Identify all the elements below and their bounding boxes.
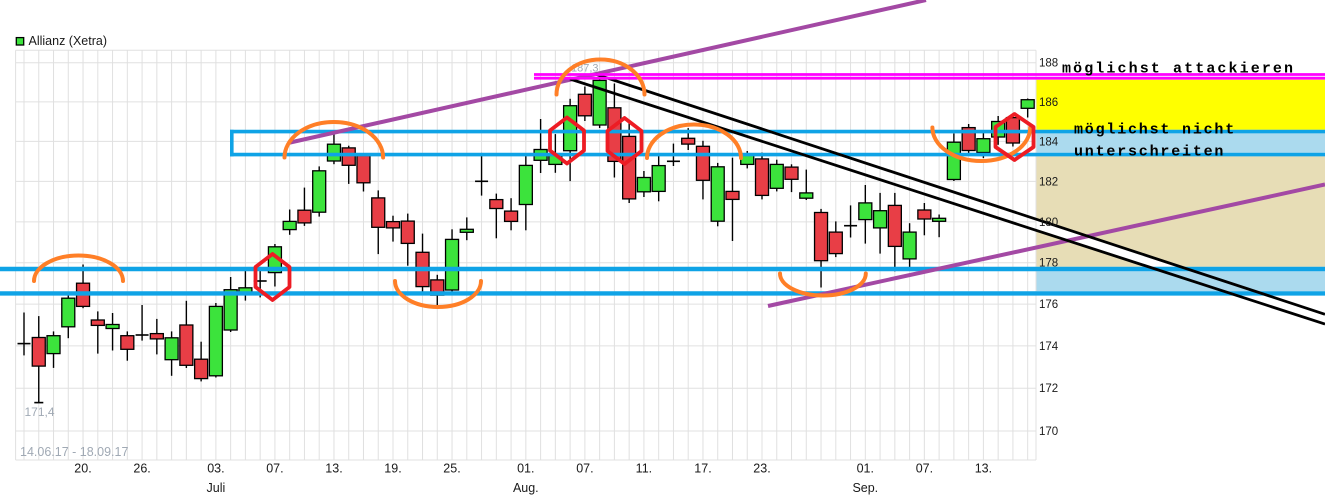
svg-text:174: 174 <box>1039 341 1059 353</box>
svg-text:07.: 07. <box>576 462 593 476</box>
svg-text:171,4: 171,4 <box>25 405 55 419</box>
svg-text:17.: 17. <box>694 462 711 476</box>
svg-text:182: 182 <box>1039 176 1058 188</box>
svg-text:möglichst attackieren: möglichst attackieren <box>1062 61 1295 78</box>
svg-text:170: 170 <box>1039 426 1058 438</box>
svg-text:13.: 13. <box>975 462 992 476</box>
svg-text:180: 180 <box>1039 217 1058 229</box>
svg-text:172: 172 <box>1039 383 1058 395</box>
svg-text:Juli: Juli <box>207 481 226 495</box>
svg-text:Aug.: Aug. <box>513 481 539 495</box>
svg-text:01.: 01. <box>517 462 534 476</box>
svg-text:07.: 07. <box>916 462 933 476</box>
svg-text:14.06.17 - 18.09.17: 14.06.17 - 18.09.17 <box>20 445 128 459</box>
svg-text:Allianz (Xetra): Allianz (Xetra) <box>29 34 108 48</box>
svg-text:07.: 07. <box>266 462 283 476</box>
svg-text:188: 188 <box>1039 58 1058 70</box>
svg-text:13.: 13. <box>325 462 342 476</box>
svg-text:möglichst nicht: möglichst nicht <box>1074 122 1236 139</box>
svg-text:184: 184 <box>1039 136 1059 148</box>
svg-text:26.: 26. <box>133 462 150 476</box>
svg-text:19.: 19. <box>384 462 401 476</box>
svg-text:01.: 01. <box>857 462 874 476</box>
svg-text:03.: 03. <box>207 462 224 476</box>
svg-text:25.: 25. <box>443 462 460 476</box>
svg-text:23.: 23. <box>753 462 770 476</box>
svg-text:20.: 20. <box>74 462 91 476</box>
svg-text:186: 186 <box>1039 97 1058 109</box>
svg-text:178: 178 <box>1039 258 1058 270</box>
svg-text:Sep.: Sep. <box>852 481 878 495</box>
svg-text:176: 176 <box>1039 299 1058 311</box>
svg-text:unterschreiten: unterschreiten <box>1074 143 1225 160</box>
svg-text:11.: 11. <box>636 462 652 476</box>
